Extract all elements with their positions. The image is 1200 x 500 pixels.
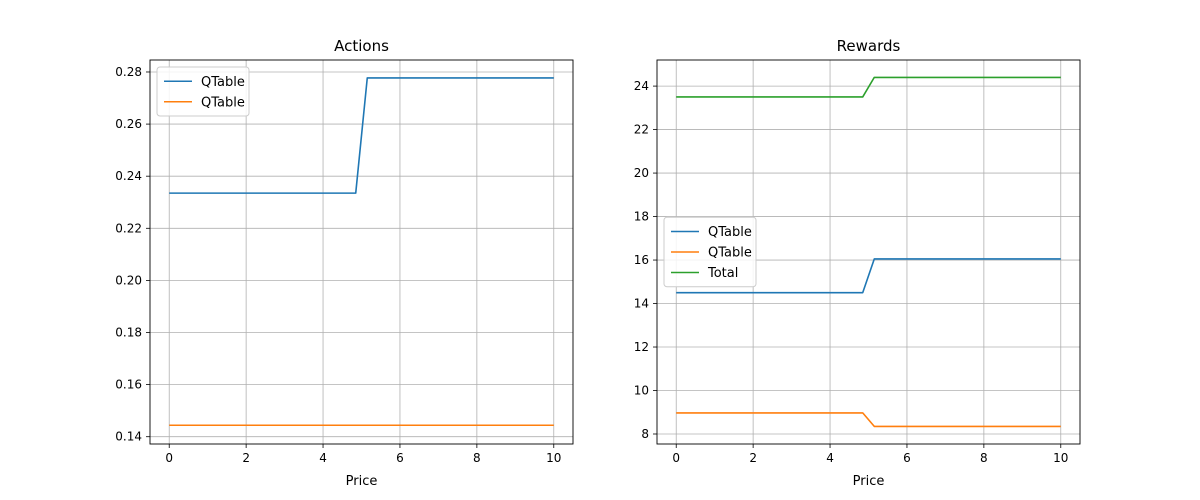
- series-line-qtable-0: [676, 258, 1061, 294]
- y-tick-label: 10: [634, 384, 649, 398]
- axes-frame: [149, 59, 574, 445]
- y-tick-label: 0.24: [115, 169, 142, 183]
- series-line-qtable-1: [676, 412, 1061, 428]
- x-tick-label: 4: [319, 451, 327, 465]
- y-tick-label: 0.18: [115, 325, 142, 339]
- y-tick-label: 22: [634, 123, 649, 137]
- series-line-qtable-0: [169, 77, 554, 194]
- y-tick-label: 16: [634, 253, 649, 267]
- chart-rewards: 0 2 4 6 8 1081012141618202224RewardsPriceQTab…: [634, 37, 1081, 489]
- axes-frame: [656, 59, 1081, 445]
- y-tick-label: 0.22: [115, 221, 142, 235]
- legend: QTable QTable: [156, 66, 250, 117]
- x-tick-label: 10: [546, 451, 561, 465]
- chart-title: Rewards: [837, 37, 901, 55]
- y-tick-label: 20: [634, 166, 649, 180]
- y-tick-label: 0.20: [115, 273, 142, 287]
- y-tick-label: 0.14: [115, 430, 142, 444]
- legend-box: [663, 216, 757, 288]
- y-tick-label: 14: [634, 297, 649, 311]
- x-axis-label: Price: [346, 474, 378, 489]
- x-tick-label: 0: [165, 451, 173, 465]
- legend-label: QTable: [708, 225, 752, 240]
- x-tick-label: 6: [903, 451, 911, 465]
- legend-label: Total: [707, 266, 738, 281]
- legend-box: [156, 66, 250, 117]
- y-tick-label: 0.28: [115, 65, 142, 79]
- y-tick-label: 12: [634, 340, 649, 354]
- x-tick-label: 6: [396, 451, 404, 465]
- x-axis-label: Price: [853, 474, 885, 489]
- y-tick-label: 24: [634, 79, 649, 93]
- x-tick-label: 2: [749, 451, 757, 465]
- x-tick-label: 2: [242, 451, 250, 465]
- y-tick-label: 0.16: [115, 378, 142, 392]
- series-line-total-2: [676, 76, 1061, 98]
- y-tick-label: 0.26: [115, 117, 142, 131]
- legend-label: QTable: [201, 95, 245, 110]
- chart-title: Actions: [334, 37, 389, 55]
- chart-actions: 0 2 4 6 8 10 0.14 0.16 0.18 0.20 0.22 0.24 0.26 0.28 A…: [115, 37, 574, 489]
- x-tick-label: 10: [1053, 451, 1068, 465]
- legend-label: QTable: [708, 246, 752, 261]
- x-tick-label: 8: [980, 451, 988, 465]
- y-tick-label: 8: [641, 427, 649, 441]
- legend: QTable QTable Total: [663, 216, 757, 288]
- x-tick-label: 0: [672, 451, 680, 465]
- x-tick-label: 8: [473, 451, 481, 465]
- x-tick-label: 4: [826, 451, 834, 465]
- y-tick-label: 18: [634, 210, 649, 224]
- legend-label: QTable: [201, 75, 245, 90]
